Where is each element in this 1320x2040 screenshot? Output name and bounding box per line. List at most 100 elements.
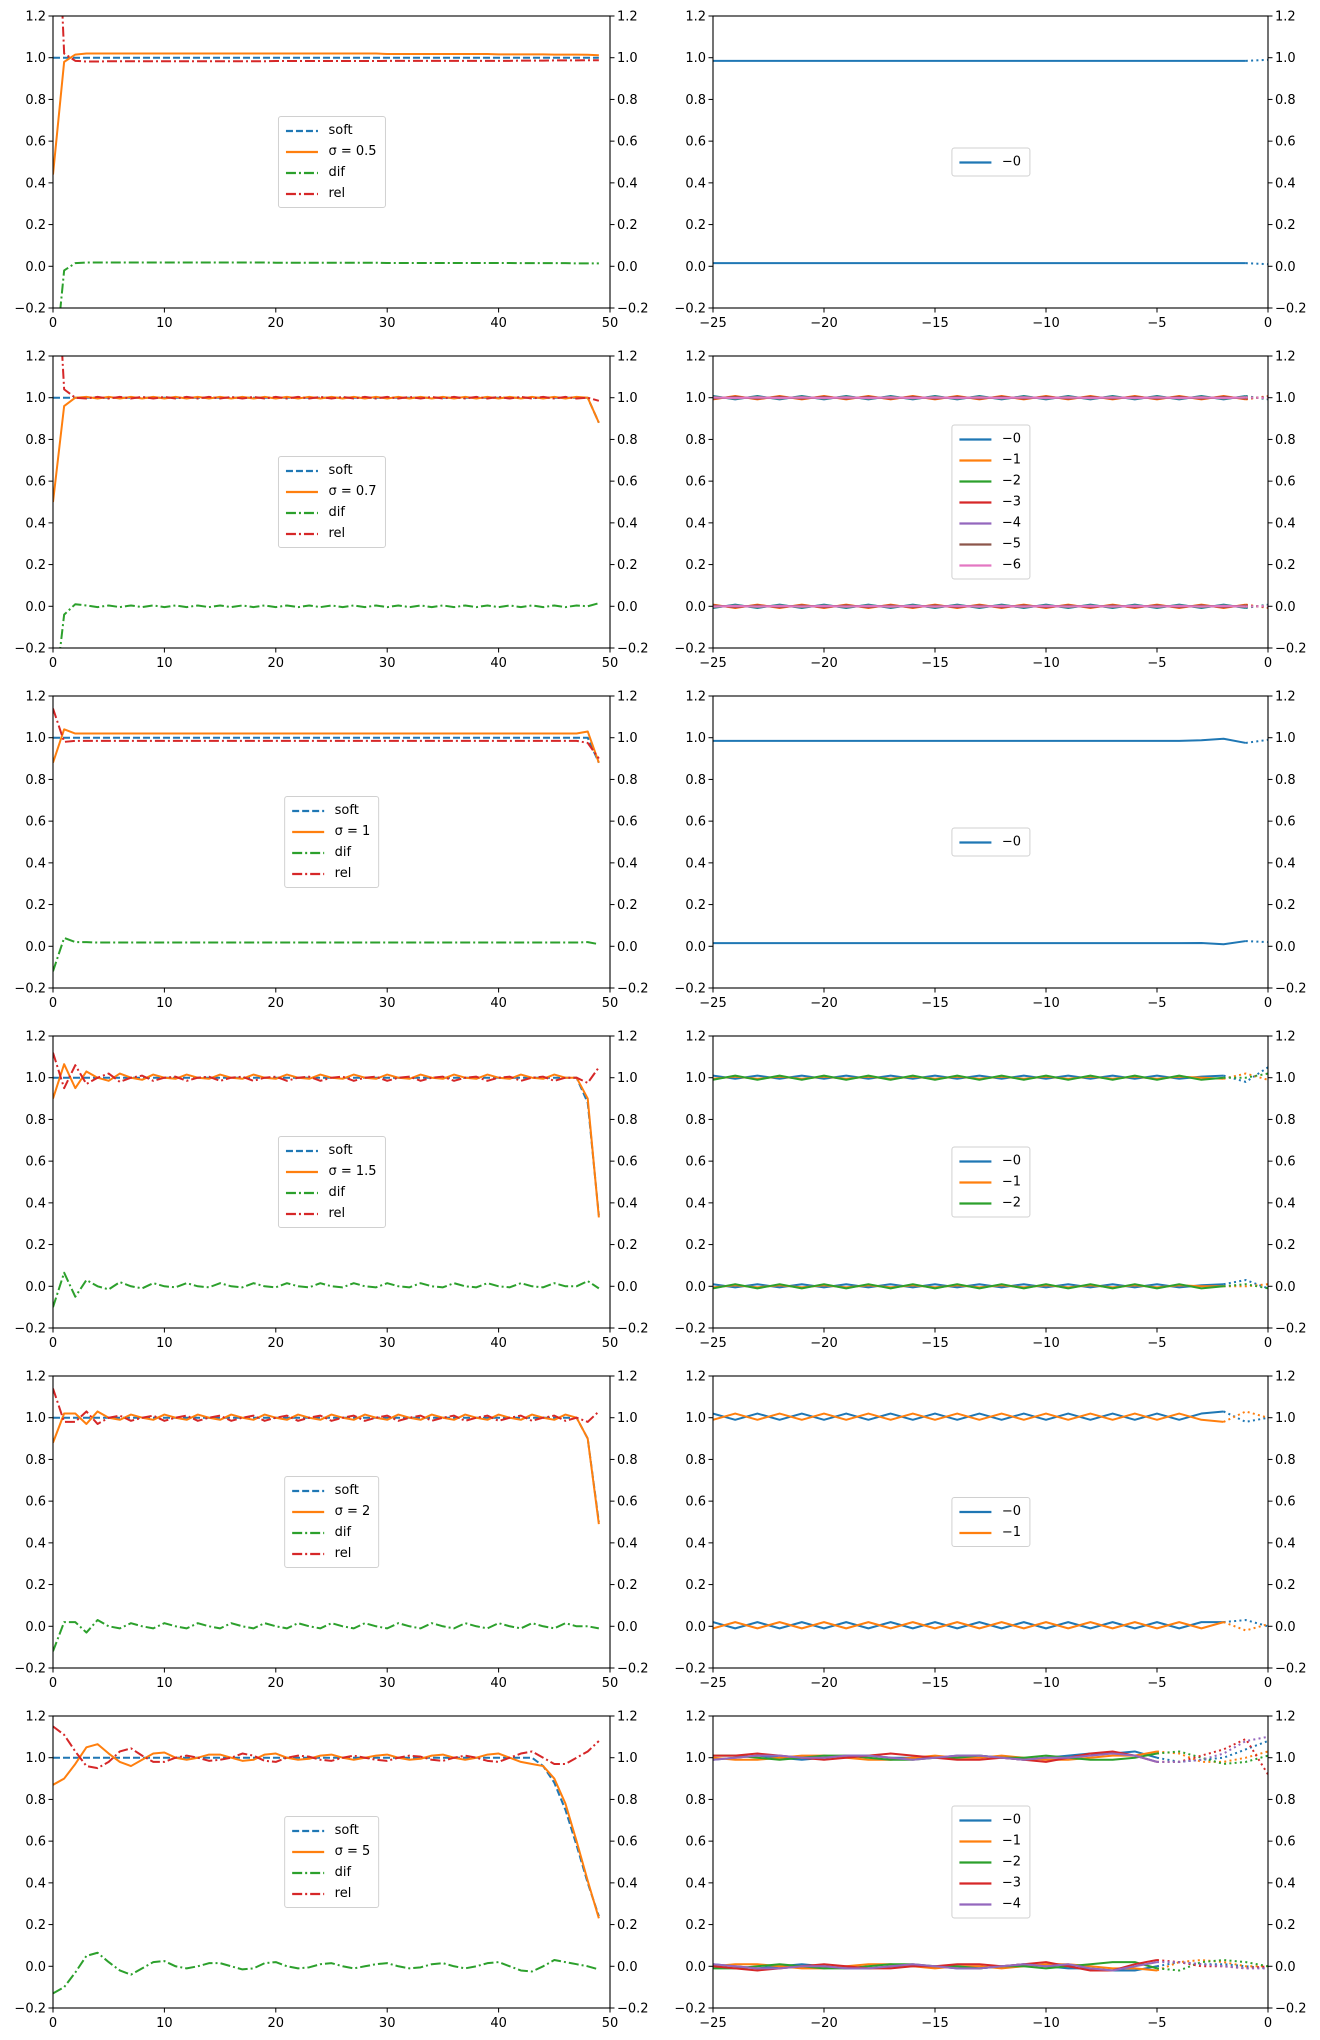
axes-frame	[52, 1375, 611, 1669]
y-tick-label-left: 0.2	[25, 898, 46, 913]
x-tick-label: −15	[921, 1336, 948, 1351]
series-line-15-1	[53, 1063, 600, 1218]
legend-label: −2	[1001, 473, 1022, 489]
y-tick-label-right: 0.8	[1275, 93, 1296, 108]
y-tick-label-left: 0.0	[685, 1960, 706, 1975]
x-tick-label: 30	[379, 316, 396, 331]
legend-handle	[291, 1850, 324, 1853]
x-tick-label: 50	[602, 656, 619, 671]
legend-entry: σ = 2	[291, 1501, 370, 1522]
y-tick-label-left: 0.2	[25, 1238, 46, 1253]
y-tick-label-left: 0.4	[685, 1876, 706, 1891]
legend-entry: dif	[284, 162, 376, 183]
legend-entry: −1	[958, 1172, 1021, 1193]
y-tick-label-right: 0.2	[1275, 1238, 1296, 1253]
legend-label: σ = 5	[334, 1844, 371, 1859]
legend-handle	[958, 563, 991, 567]
y-tick-label-right: 0.8	[617, 93, 638, 108]
series-line-dif-2	[53, 1951, 600, 1995]
legend-label: −4	[1001, 1896, 1022, 1912]
legend-handle	[291, 1552, 324, 1555]
legend-label: −0	[1001, 834, 1022, 850]
legend-handle	[285, 171, 318, 174]
x-tick-label: −5	[1147, 996, 1166, 1011]
series-line-soft-0	[53, 736, 600, 764]
x-tick-label: 40	[490, 2016, 507, 2031]
y-tick-label-right: 0.2	[617, 1578, 638, 1593]
legend-entry: −4	[958, 513, 1021, 534]
y-tick-label-right: −0.2	[1275, 982, 1307, 997]
legend-label: dif	[334, 1865, 352, 1880]
y-tick-label-left: 0.2	[25, 218, 46, 233]
legend-entry: σ = 1	[291, 821, 370, 842]
axes-frame	[52, 1035, 611, 1329]
series-line-rel-3	[53, 708, 600, 760]
y-tick-label-right: 0.4	[1275, 1876, 1296, 1891]
legend-label: σ = 0.5	[328, 144, 377, 159]
legend-label: −0	[1001, 431, 1022, 447]
y-tick-label-right: 1.2	[1275, 1030, 1296, 1045]
y-tick-label-left: −0.2	[14, 302, 46, 317]
legend-entry: rel	[284, 1203, 376, 1224]
legend-handle	[291, 1871, 324, 1874]
legend-label: −0	[1001, 1504, 1022, 1519]
x-tick-label: 40	[490, 656, 507, 671]
x-tick-label: 0	[1264, 1336, 1272, 1351]
y-tick-label-left: 0.4	[25, 856, 46, 871]
legend-entry: soft	[291, 800, 371, 821]
y-tick-label-right: 0.2	[617, 218, 638, 233]
series-1-upper-dotted	[1223, 1072, 1268, 1081]
y-tick-label-left: 0.6	[25, 1495, 46, 1510]
x-tick-label: −20	[810, 2016, 837, 2031]
y-tick-label-right: 0.8	[617, 1793, 638, 1808]
series-0-upper-dotted	[1245, 58, 1268, 62]
x-tick-label: −10	[1032, 1676, 1059, 1691]
x-tick-label: −20	[810, 316, 837, 331]
y-tick-label-left: 0.0	[685, 1620, 706, 1635]
y-tick-label-left: 0.6	[685, 1835, 706, 1850]
x-tick-label: 0	[49, 1676, 57, 1691]
right-panel-6: −0.2 −0.2 0.0 0.0 0.2 0.2 0.4 0.4 0.6 0.6 0.8 0.8 1.…	[674, 1710, 1306, 2032]
legend-label: rel	[334, 1886, 352, 1901]
x-tick-label: 10	[156, 2016, 173, 2031]
x-tick-label: 50	[602, 2016, 619, 2031]
legend-label: rel	[328, 526, 346, 541]
y-tick-label-right: −0.2	[617, 642, 649, 657]
x-tick-label: 0	[49, 656, 57, 671]
legend-handle	[291, 872, 324, 875]
y-tick-label-right: 0.6	[617, 135, 638, 150]
y-tick-label-left: 1.2	[685, 10, 706, 25]
y-tick-label-right: 0.0	[1275, 260, 1296, 275]
y-tick-label-left: 0.4	[25, 1196, 46, 1211]
series-line-rel-3	[61, 16, 599, 63]
y-tick-label-right: 0.0	[617, 1280, 638, 1295]
x-tick-label: −5	[1147, 1676, 1166, 1691]
x-tick-label: 10	[156, 1676, 173, 1691]
legend-entry: dif	[291, 1522, 371, 1543]
x-tick-label: 30	[379, 1336, 396, 1351]
y-tick-label-right: 0.0	[1275, 1960, 1296, 1975]
x-tick-label: 50	[602, 996, 619, 1011]
y-tick-label-right: 0.0	[1275, 600, 1296, 615]
x-tick-label: −5	[1147, 316, 1166, 331]
legend-handle	[958, 840, 991, 844]
y-tick-label-right: 0.4	[1275, 856, 1296, 871]
y-tick-label-left: 1.0	[25, 1071, 46, 1086]
y-tick-label-left: 0.8	[25, 1113, 46, 1128]
y-tick-label-left: 0.6	[25, 475, 46, 490]
x-tick-label: −10	[1032, 2016, 1059, 2031]
x-tick-label: −15	[921, 996, 948, 1011]
plot-area	[53, 16, 599, 308]
y-tick-label-left: 1.0	[25, 51, 46, 66]
x-tick-label: −15	[921, 1676, 948, 1691]
axes-frame	[712, 1715, 1269, 2009]
x-tick-label: 0	[49, 996, 57, 1011]
x-tick-label: −5	[1147, 2016, 1166, 2031]
legend-handle	[958, 458, 991, 462]
axes-frame	[712, 1035, 1269, 1329]
x-tick-label: 0	[1264, 1676, 1272, 1691]
legend-entry: −0	[958, 832, 1021, 853]
legend-label: dif	[334, 1525, 352, 1540]
y-tick-label-left: 0.2	[685, 558, 706, 573]
